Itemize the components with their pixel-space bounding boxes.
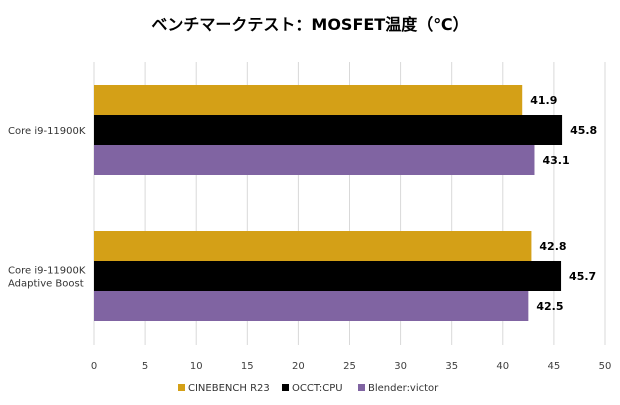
tick-label-25: 25: [343, 361, 356, 372]
category-label-1-0: Core i9-11900K: [8, 266, 86, 277]
legend-swatch-1: [282, 384, 289, 391]
data-label-0-2: 43.1: [542, 154, 569, 167]
tick-label-10: 10: [190, 361, 203, 372]
bar-0-1: [94, 115, 563, 145]
data-label-0-0: 41.9: [530, 94, 557, 107]
legend-swatch-0: [178, 384, 185, 391]
data-label-1-0: 42.8: [539, 240, 566, 253]
bar-0-2: [94, 145, 535, 175]
chart-title: ベンチマークテスト：MOSFET温度（℃）: [151, 15, 468, 34]
tick-label-45: 45: [548, 361, 561, 372]
bar-1-1: [94, 261, 562, 291]
data-label-0-1: 45.8: [570, 124, 597, 137]
bar-1-2: [94, 291, 529, 321]
x-tick-labels: 0 5 10 15 20 25 30 35 40 45 50: [91, 361, 612, 372]
tick-label-30: 30: [394, 361, 407, 372]
category-labels: Core i9-11900K Core i9-11900K Adaptive Boo…: [8, 126, 86, 290]
tick-label-50: 50: [599, 361, 612, 372]
category-label-1-1: Adaptive Boost: [8, 279, 84, 290]
legend-swatch-2: [358, 384, 365, 391]
data-label-1-1: 45.7: [569, 270, 596, 283]
bars: [94, 85, 563, 321]
legend-label-1: OCCT:CPU: [292, 383, 343, 394]
tick-label-15: 15: [241, 361, 254, 372]
tick-label-0: 0: [91, 361, 97, 372]
data-label-1-2: 42.5: [536, 300, 563, 313]
tick-label-40: 40: [496, 361, 509, 372]
tick-label-35: 35: [445, 361, 458, 372]
bar-0-0: [94, 85, 523, 115]
data-labels: 41.9 45.8 43.1 42.8 45.7 42.5: [530, 94, 597, 313]
legend-label-0: CINEBENCH R23: [188, 383, 270, 394]
legend: CINEBENCH R23 OCCT:CPU Blender:victor: [178, 383, 439, 394]
category-label-0-0: Core i9-11900K: [8, 126, 86, 137]
tick-label-20: 20: [292, 361, 305, 372]
legend-label-2: Blender:victor: [368, 383, 439, 394]
bar-1-0: [94, 231, 532, 261]
tick-label-5: 5: [142, 361, 148, 372]
